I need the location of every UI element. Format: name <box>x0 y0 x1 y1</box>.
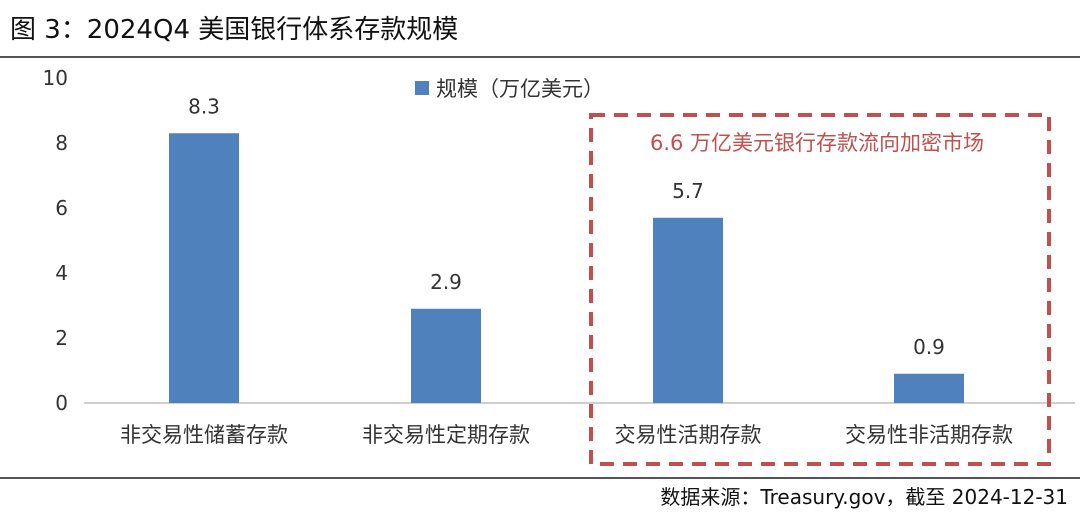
y-tick-label: 8 <box>55 131 68 155</box>
x-tick-label: 交易性非活期存款 <box>845 423 1013 447</box>
annotation-text: 6.6 万亿美元银行存款流向加密市场 <box>650 131 984 155</box>
annotation-box: 6.6 万亿美元银行存款流向加密市场 <box>589 113 1051 466</box>
bar <box>411 308 481 403</box>
source-divider <box>0 477 1080 479</box>
title-divider <box>0 56 1080 58</box>
y-tick-label: 6 <box>55 196 68 220</box>
bars <box>169 133 964 403</box>
y-tick-label: 10 <box>43 66 68 90</box>
y-axis-ticks: 0 2 4 6 8 10 <box>43 66 68 415</box>
x-tick-label: 非交易性储蓄存款 <box>120 423 288 447</box>
bar <box>169 133 239 403</box>
y-tick-label: 0 <box>55 391 68 415</box>
figure-title: 图 3：2024Q4 美国银行体系存款规模 <box>10 15 459 45</box>
data-source: 数据来源：Treasury.gov，截至 2024-12-31 <box>660 485 1068 509</box>
data-label: 2.9 <box>430 270 462 294</box>
data-labels: 8.3 2.9 5.7 0.9 <box>188 94 945 359</box>
y-tick-label: 4 <box>55 261 68 285</box>
legend: 规模（万亿美元） <box>415 77 604 101</box>
bar <box>894 373 964 403</box>
x-axis-labels: 非交易性储蓄存款 非交易性定期存款 交易性活期存款 交易性非活期存款 <box>120 423 1013 447</box>
bar-chart: 0 2 4 6 8 10 8.3 2.9 5.7 0.9 非交易性储蓄存款 非交易性定期存款 交易性… <box>43 66 1075 466</box>
bar <box>653 217 723 403</box>
x-tick-label: 交易性活期存款 <box>615 423 762 447</box>
legend-label: 规模（万亿美元） <box>436 77 604 101</box>
legend-swatch <box>415 81 429 95</box>
data-label: 0.9 <box>913 335 945 359</box>
x-tick-label: 非交易性定期存款 <box>362 423 530 447</box>
y-tick-label: 2 <box>55 326 68 350</box>
data-label: 8.3 <box>188 94 220 118</box>
data-label: 5.7 <box>672 179 704 203</box>
annotation-dashed-frame <box>589 113 1051 466</box>
